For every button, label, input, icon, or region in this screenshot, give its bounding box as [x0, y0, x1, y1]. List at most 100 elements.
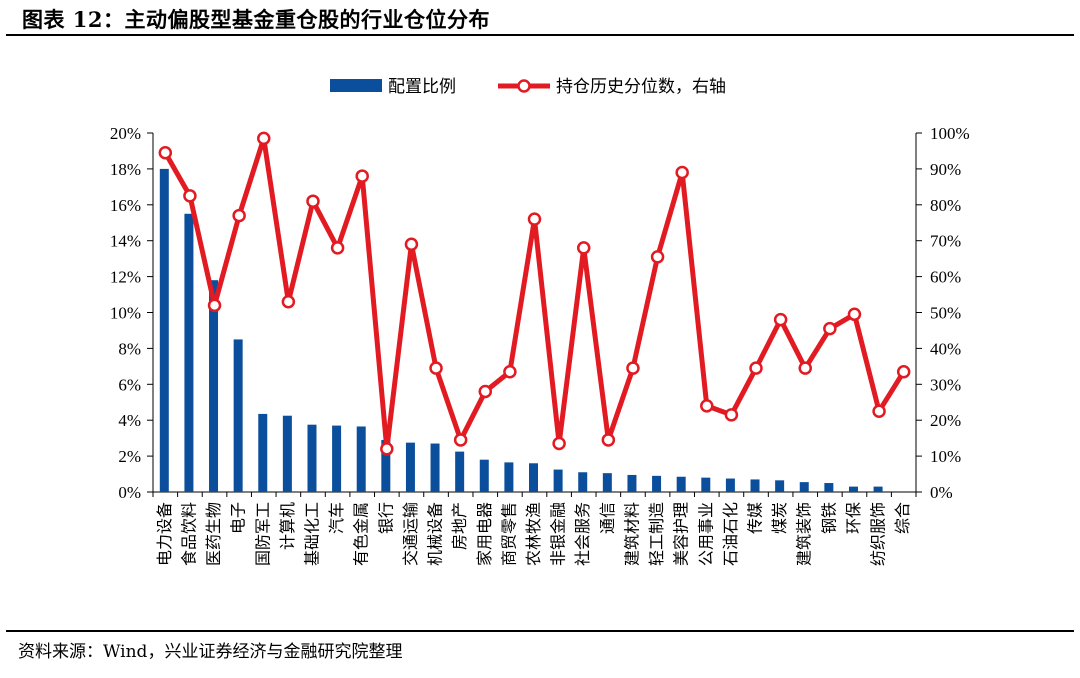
left-tick-label: 16% [110, 196, 141, 215]
legend-bar-swatch [330, 79, 382, 92]
top-rule [6, 34, 1074, 36]
bar-series [159, 168, 883, 492]
legend-label-percentile: 持仓历史分位数，右轴 [556, 77, 726, 97]
percentile-point-机械设备 [429, 361, 443, 375]
percentile-point-汽车 [330, 241, 345, 255]
category-label: 建筑装饰 [795, 502, 814, 566]
bar-电子 [233, 339, 243, 492]
category-label: 非银金融 [549, 502, 568, 566]
percentile-point-家用电器 [478, 384, 493, 399]
category-label: 电子 [229, 502, 248, 534]
bar-环保 [848, 486, 858, 492]
chart-legend: 配置比例 持仓历史分位数，右轴 [330, 77, 726, 97]
category-label: 有色金属 [352, 502, 371, 566]
left-tick-label: 6% [118, 375, 141, 394]
category-label: 电力设备 [155, 502, 174, 566]
bar-轻工制造 [652, 475, 662, 492]
right-tick-label: 50% [930, 304, 961, 323]
category-labels: 电力设备 食品饮料 医药生物 电子 国防军工 计算机 基础化工 汽车 有色金属 银行 交通运输 机械设… [155, 502, 912, 566]
right-tick-label: 0% [930, 483, 953, 502]
bar-房地产 [455, 451, 465, 492]
percentile-point-商贸零售 [503, 364, 517, 379]
category-label: 交通运输 [401, 502, 420, 566]
percentile-point-煤炭 [773, 312, 788, 327]
bar-煤炭 [775, 480, 785, 492]
bar-石油石化 [725, 478, 735, 492]
percentile-point-钢铁 [823, 321, 837, 336]
category-label: 机械设备 [426, 502, 445, 566]
right-tick-label: 70% [930, 232, 961, 251]
category-label: 煤炭 [770, 502, 789, 534]
bar-商贸零售 [504, 462, 514, 492]
bar-建筑装饰 [799, 482, 809, 492]
bar-社会服务 [578, 472, 588, 492]
percentile-point-基础化工 [306, 194, 320, 208]
bar-基础化工 [307, 424, 317, 492]
left-tick-label: 18% [110, 160, 141, 179]
bar-有色金属 [356, 426, 366, 492]
bottom-rule [6, 630, 1074, 632]
legend-line-marker [517, 79, 531, 93]
right-tick-label: 100% [930, 124, 970, 143]
bar-食品饮料 [184, 213, 194, 492]
percentile-point-非银金融 [552, 436, 566, 451]
category-label: 汽车 [327, 502, 346, 534]
percentile-point-通信 [601, 433, 616, 447]
left-tick-label: 2% [118, 447, 141, 466]
right-tick-label: 10% [930, 447, 961, 466]
legend-label-allocation: 配置比例 [388, 77, 456, 97]
bar-医药生物 [209, 280, 219, 492]
bar-建筑材料 [627, 474, 637, 492]
percentile-point-国防军工 [257, 131, 271, 146]
category-label: 石油石化 [721, 502, 740, 566]
percentile-point-交通运输 [404, 237, 419, 252]
category-label: 通信 [598, 502, 617, 534]
left-tick-label: 8% [118, 339, 141, 358]
bar-国防军工 [258, 413, 268, 492]
bar-计算机 [282, 415, 292, 492]
category-label: 商贸零售 [499, 502, 518, 566]
bar-公用事业 [701, 477, 711, 492]
bar-传媒 [750, 479, 760, 492]
percentile-point-房地产 [453, 433, 468, 447]
category-label: 家用电器 [475, 502, 494, 566]
category-label: 钢铁 [819, 502, 838, 534]
right-tick-label: 90% [930, 160, 961, 179]
right-tick-label: 20% [930, 411, 961, 430]
left-tick-label: 4% [118, 411, 141, 430]
percentile-point-医药生物 [207, 298, 222, 313]
category-label: 公用事业 [696, 502, 715, 566]
category-label: 食品饮料 [179, 502, 198, 566]
category-label: 国防军工 [253, 502, 272, 566]
percentile-point-计算机 [281, 294, 296, 309]
bar-银行 [381, 439, 391, 492]
percentile-point-美容护理 [675, 165, 689, 180]
bar-钢铁 [824, 483, 834, 492]
category-label: 美容护理 [672, 502, 691, 566]
bar-纺织服饰 [873, 486, 883, 492]
category-label: 纺织服饰 [869, 502, 888, 566]
bar-美容护理 [676, 476, 686, 492]
bar-交通运输 [405, 442, 415, 492]
bar-机械设备 [430, 443, 440, 492]
percentile-point-农林牧渔 [527, 212, 542, 226]
bar-通信 [602, 473, 612, 492]
right-tick-label: 40% [930, 339, 961, 358]
bar-电力设备 [159, 168, 169, 492]
bar-汽车 [332, 425, 342, 492]
left-tick-label: 10% [110, 304, 141, 323]
category-label: 传媒 [746, 502, 765, 534]
category-label: 计算机 [278, 502, 297, 550]
percentile-point-电力设备 [158, 145, 173, 160]
category-label: 环保 [844, 502, 863, 534]
percentile-point-传媒 [749, 361, 763, 375]
category-label: 综合 [893, 502, 912, 534]
category-label: 农林牧渔 [524, 502, 543, 566]
category-label: 医药生物 [204, 502, 223, 566]
category-label: 社会服务 [573, 502, 592, 566]
left-tick-label: 0% [118, 483, 141, 502]
percentile-point-社会服务 [576, 241, 591, 255]
percentile-point-纺织服饰 [872, 404, 886, 418]
bar-非银金融 [553, 469, 563, 492]
category-label: 房地产 [450, 502, 469, 550]
